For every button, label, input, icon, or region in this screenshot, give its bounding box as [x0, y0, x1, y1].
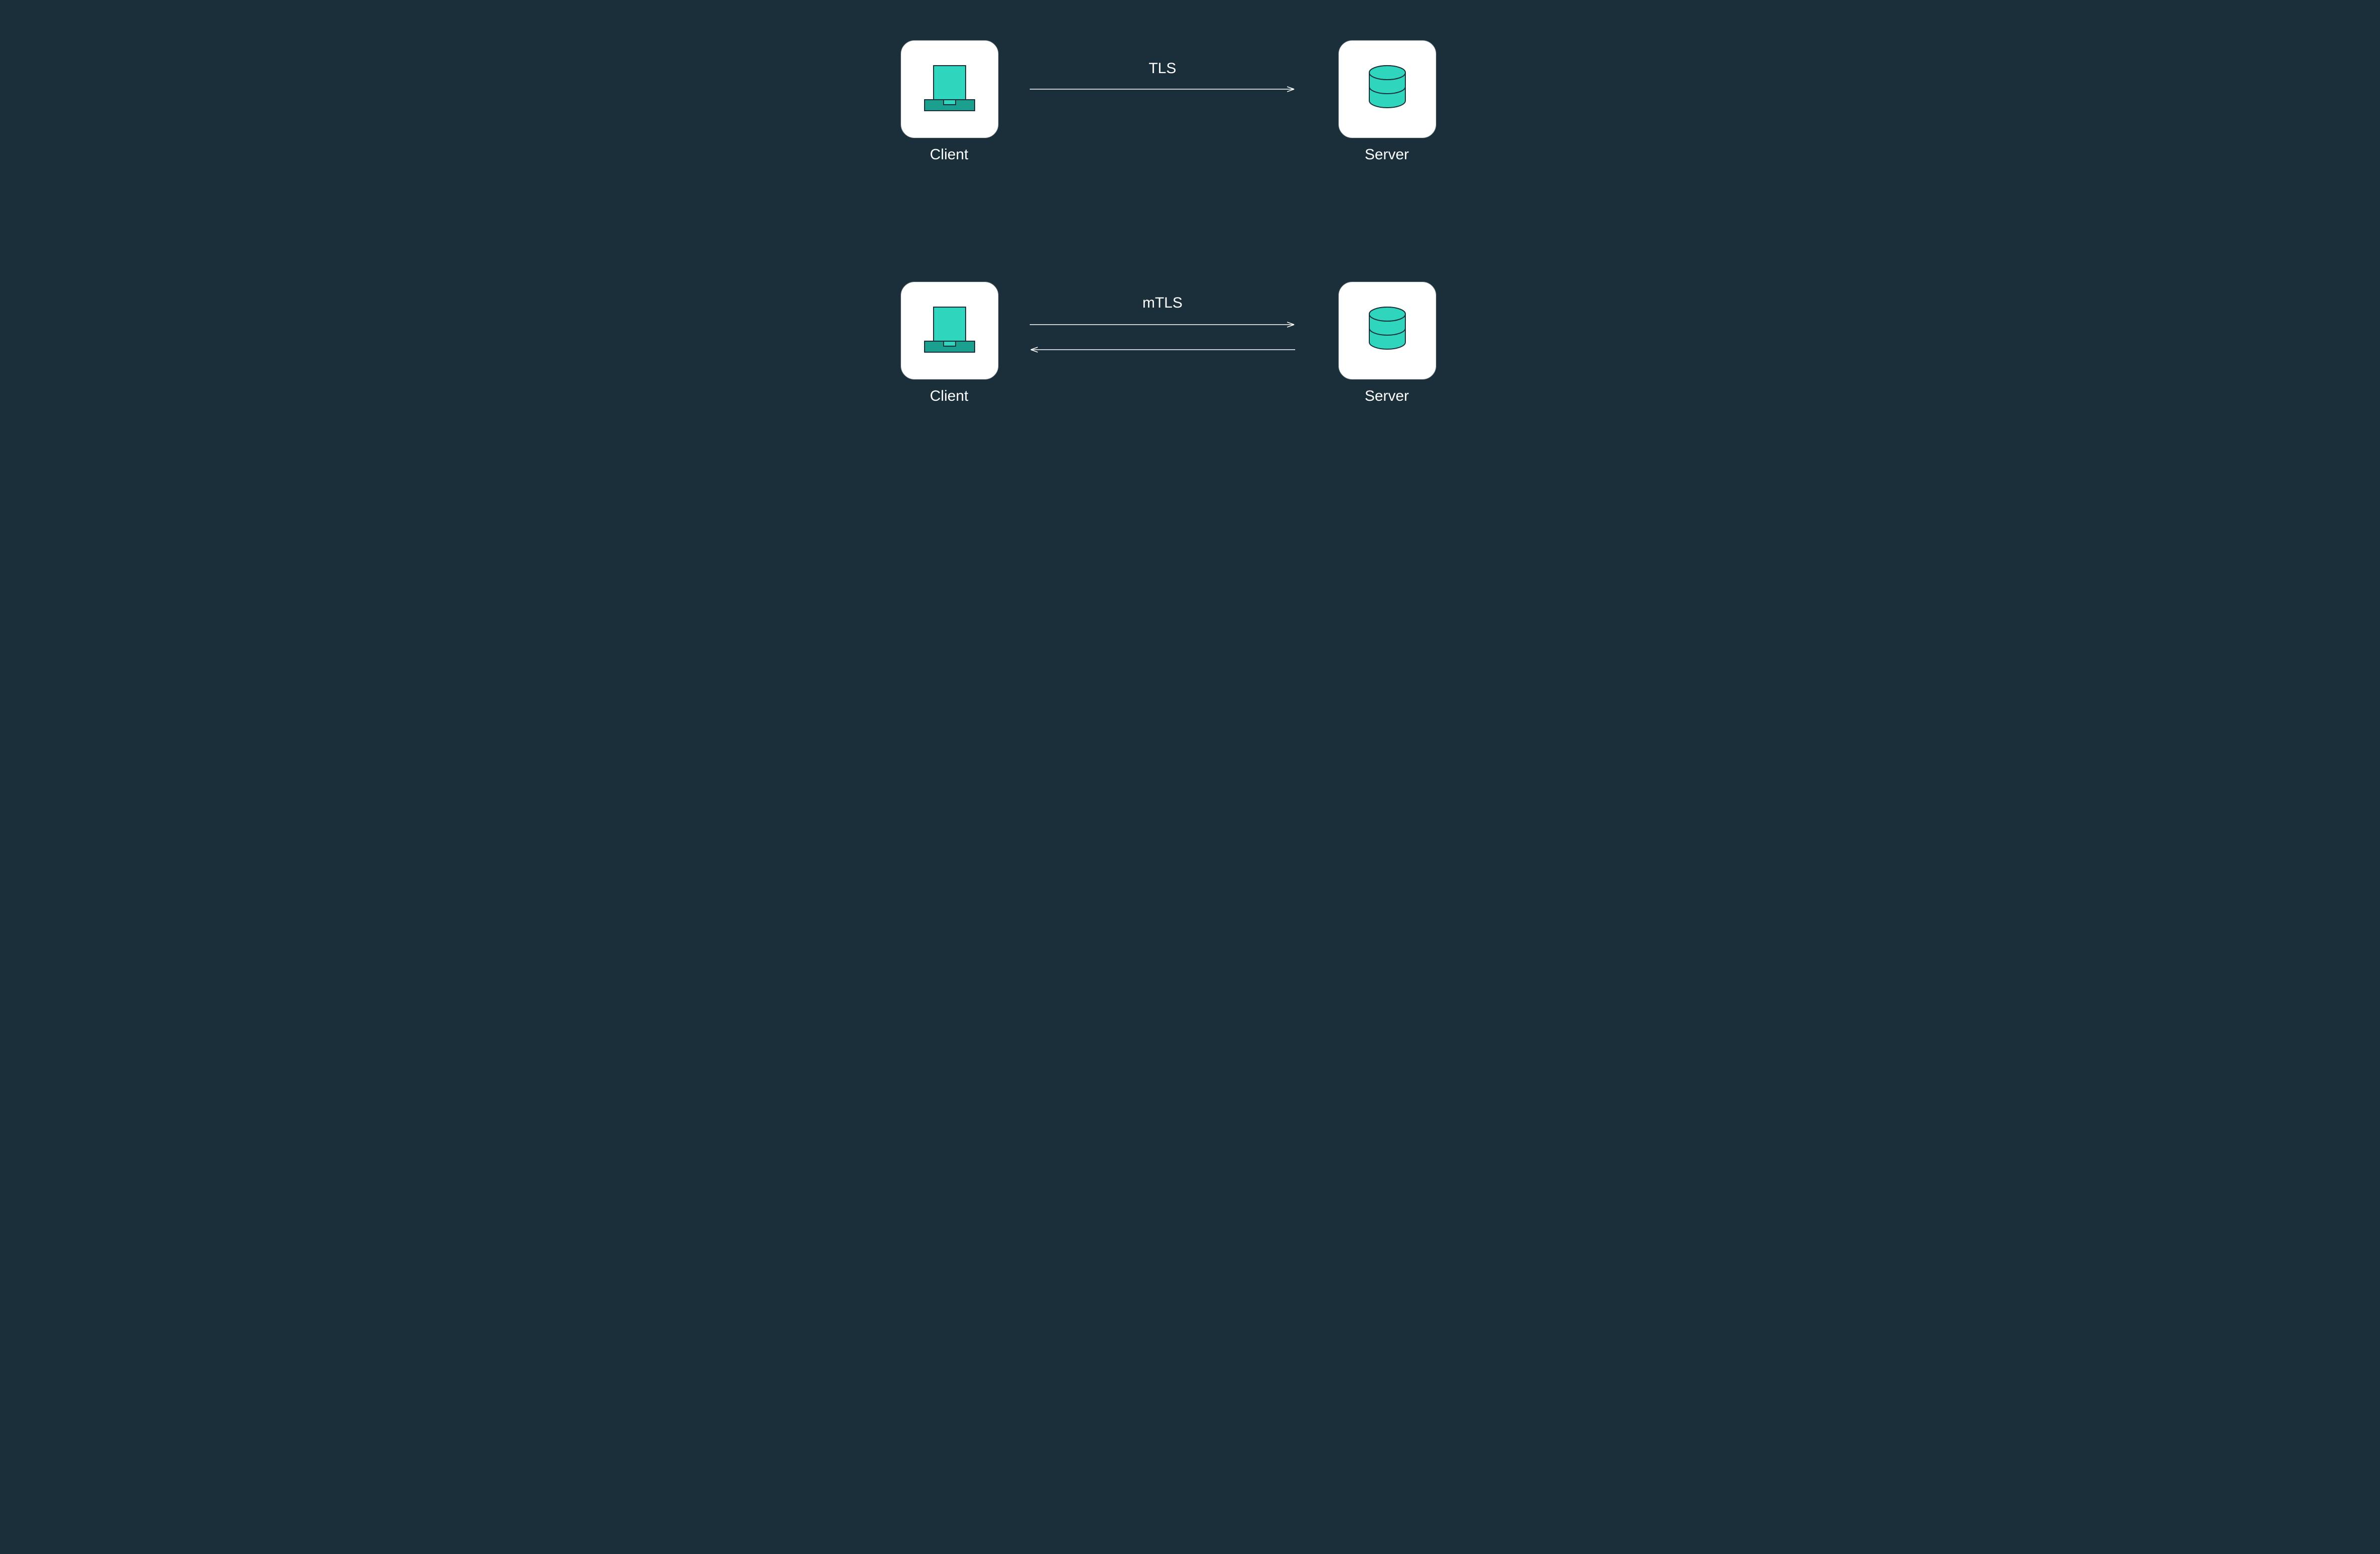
server-2-label: Server: [1338, 388, 1435, 405]
client-2-box: [901, 282, 999, 380]
tls-arrow-label: TLS: [1122, 60, 1203, 77]
mtls-arrow-line-1: [1029, 344, 1296, 356]
diagram-canvas: Client Server Client Server TLS mTLS: [824, 0, 1556, 477]
client-1-label: Client: [901, 146, 998, 163]
server-2-box: [1338, 282, 1436, 380]
database-icon: [1365, 62, 1410, 117]
tls-arrow-line-0: [1029, 83, 1296, 95]
server-1-box: [1338, 40, 1436, 138]
client-2-label: Client: [901, 388, 998, 405]
client-1-box: [901, 40, 999, 138]
server-1-label: Server: [1338, 146, 1435, 163]
laptop-icon: [920, 303, 980, 358]
database-icon: [1365, 303, 1410, 358]
mtls-arrow-line-0: [1029, 319, 1296, 331]
laptop-icon: [920, 62, 980, 117]
mtls-arrow-label: mTLS: [1122, 295, 1203, 312]
